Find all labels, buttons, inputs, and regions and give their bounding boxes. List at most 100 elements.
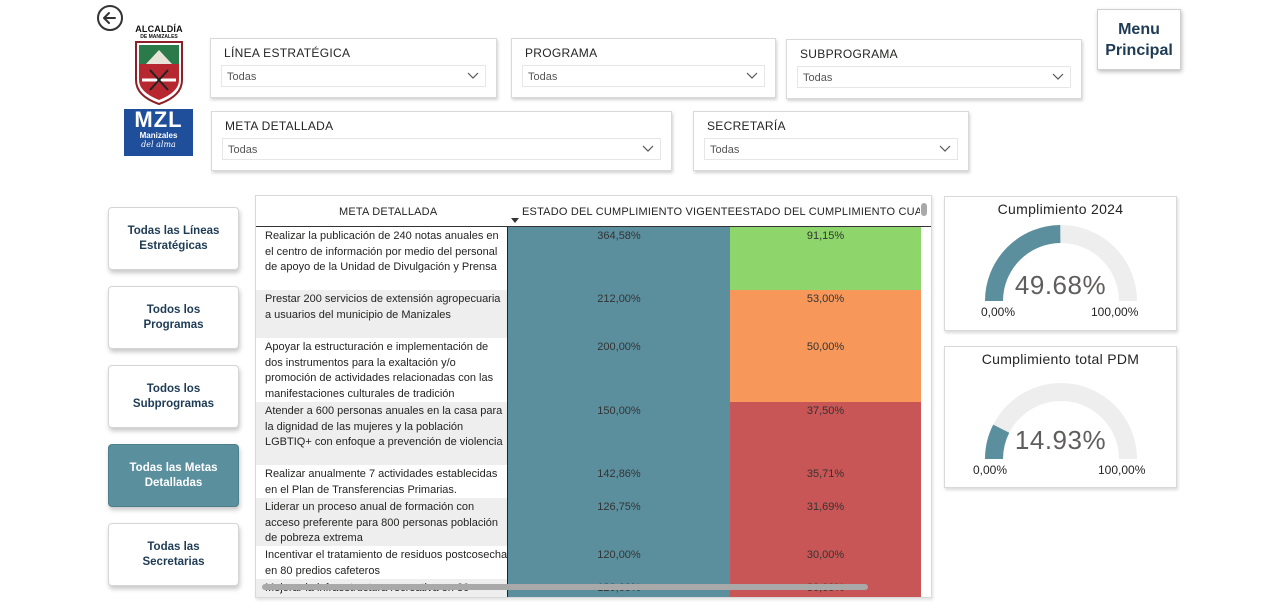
- cell-vigente: 212,00%: [508, 290, 730, 338]
- filter-programa: PROGRAMA Todas: [511, 38, 776, 98]
- chevron-down-icon: [467, 72, 479, 79]
- chevron-down-icon: [939, 145, 951, 152]
- gauge-min-label: 0,00%: [973, 463, 1008, 477]
- mzl-logo-line2: del alma: [141, 140, 176, 149]
- cell-cuatrienio: 35,71%: [730, 465, 921, 498]
- menu-principal-button[interactable]: Menu Principal: [1097, 9, 1181, 70]
- column-header-vigente[interactable]: ESTADO DEL CUMPLIMIENTO VIGENTE: [522, 206, 736, 218]
- gauge-title: Cumplimiento 2024: [997, 201, 1124, 217]
- back-button[interactable]: [97, 5, 123, 31]
- metas-table: META DETALLADA ESTADO DEL CUMPLIMIENTO V…: [255, 195, 932, 598]
- cell-meta: Realizar anualmente 7 actividades establ…: [265, 468, 498, 496]
- mzl-logo-line1: Manizales: [139, 131, 178, 140]
- nav-label: Todas las Metas Detalladas: [129, 461, 218, 489]
- dropdown-linea-estrategica[interactable]: Todas: [221, 65, 486, 87]
- nav-label: Todos los Programas: [143, 303, 204, 331]
- cell-meta: Incentivar el tratamiento de residuos po…: [265, 549, 508, 577]
- cell-meta: Liderar un proceso anual de formación co…: [256, 498, 508, 546]
- table-row[interactable]: Realizar anualmente 7 actividades establ…: [256, 465, 931, 498]
- cell-meta: Realizar la publicación de 240 notas anu…: [265, 230, 499, 274]
- cell-cuatrienio: 31,69%: [730, 498, 921, 546]
- filter-label: SUBPROGRAMA: [800, 47, 898, 61]
- column-header-cuatrienio[interactable]: ESTADO DEL CUMPLIMIENTO CUATRIENIO: [735, 206, 920, 218]
- mzl-logo-text: MZL: [134, 107, 183, 132]
- cell-cuatrienio: 30,00%: [730, 546, 921, 579]
- menu-button-line1: Menu: [1118, 20, 1160, 38]
- menu-button-line2: Principal: [1105, 41, 1173, 59]
- cell-cuatrienio: 91,15%: [730, 227, 921, 290]
- column-header-meta[interactable]: META DETALLADA: [339, 206, 438, 218]
- sort-descending-icon: [511, 218, 519, 223]
- alcaldia-logo: ALCALDÍA DE MANIZALES: [128, 24, 190, 108]
- nav-secretarias-button[interactable]: Todas las Secretarias: [108, 523, 239, 586]
- filter-meta-detallada: META DETALLADA Todas: [211, 111, 672, 171]
- table-body: Realizar la publicación de 240 notas anu…: [256, 227, 931, 597]
- cell-vigente: 142,86%: [508, 465, 730, 498]
- table-row[interactable]: Realizar la publicación de 240 notas anu…: [256, 227, 931, 290]
- gauge-min-label: 0,00%: [981, 305, 1016, 319]
- dropdown-value: Todas: [528, 71, 558, 83]
- alcaldia-logo-line2: DE MANIZALES: [140, 34, 178, 40]
- column-divider: [507, 227, 508, 597]
- cell-meta: Prestar 200 servicios de extensión agrop…: [256, 290, 508, 338]
- table-row[interactable]: Prestar 200 servicios de extensión agrop…: [256, 290, 931, 338]
- nav-label: Todos los Subprogramas: [132, 382, 215, 410]
- filter-label: SECRETARÍA: [707, 119, 786, 133]
- filter-subprograma: SUBPROGRAMA Todas: [786, 39, 1082, 99]
- dropdown-subprograma[interactable]: Todas: [797, 66, 1071, 88]
- gauge-cumplimiento-total-pdm: Cumplimiento total PDM 14.93% 0,00% 100,…: [944, 346, 1177, 488]
- filter-label: PROGRAMA: [525, 46, 598, 60]
- cell-meta: Atender a 600 personas anuales en la cas…: [256, 402, 508, 465]
- gauge-fill: [985, 424, 1010, 460]
- gauge-max-label: 100,00%: [1091, 305, 1139, 319]
- chevron-down-icon: [1052, 73, 1064, 80]
- horizontal-scrollbar[interactable]: [262, 584, 868, 590]
- dropdown-programa[interactable]: Todas: [522, 65, 765, 87]
- dropdown-meta-detallada[interactable]: Todas: [222, 138, 661, 160]
- gauge-max-label: 100,00%: [1098, 463, 1146, 477]
- nav-metas-detalladas-button[interactable]: Todas las Metas Detalladas: [108, 444, 239, 507]
- cell-vigente: 364,58%: [508, 227, 730, 290]
- gauge-chart: [985, 225, 1137, 302]
- filter-linea-estrategica: LÍNEA ESTRATÉGICA Todas: [210, 38, 497, 98]
- chevron-down-icon: [642, 145, 654, 152]
- dropdown-value: Todas: [710, 144, 740, 156]
- gauge-value: 49.68%: [1014, 270, 1107, 300]
- cell-meta: Apoyar la estructuración e implementació…: [265, 341, 494, 400]
- cell-cuatrienio: 37,50%: [730, 402, 921, 465]
- dropdown-value: Todas: [227, 71, 257, 83]
- dropdown-secretaria[interactable]: Todas: [704, 138, 958, 160]
- nav-lineas-estrategicas-button[interactable]: Todas las Líneas Estratégicas: [108, 207, 239, 270]
- filter-label: LÍNEA ESTRATÉGICA: [224, 46, 351, 60]
- cell-cuatrienio: 53,00%: [730, 290, 921, 338]
- arrow-left-icon: [103, 12, 116, 24]
- gauge-chart: [985, 383, 1137, 460]
- cell-vigente: 120,00%: [508, 546, 730, 579]
- gauge-cumplimiento-2024: Cumplimiento 2024 49.68% 0,00% 100,00%: [944, 196, 1177, 331]
- dropdown-value: Todas: [803, 72, 833, 84]
- dropdown-value: Todas: [228, 144, 258, 156]
- nav-programas-button[interactable]: Todos los Programas: [108, 286, 239, 349]
- coat-of-arms-icon: [135, 41, 183, 106]
- table-row[interactable]: Apoyar la estructuración e implementació…: [256, 338, 931, 402]
- cell-cuatrienio: 50,00%: [730, 338, 921, 402]
- cell-vigente: 150,00%: [508, 402, 730, 465]
- vertical-scrollbar[interactable]: [921, 203, 927, 216]
- nav-label: Todas las Secretarias: [142, 540, 205, 568]
- cell-vigente: 200,00%: [508, 338, 730, 402]
- chevron-down-icon: [746, 72, 758, 79]
- gauge-value: 14.93%: [1014, 425, 1107, 455]
- gauge-fill: [985, 225, 1061, 302]
- nav-label: Todas las Líneas Estratégicas: [127, 224, 220, 252]
- table-row[interactable]: Atender a 600 personas anuales en la cas…: [256, 402, 931, 465]
- table-row[interactable]: Liderar un proceso anual de formación co…: [256, 498, 931, 546]
- table-row[interactable]: Incentivar el tratamiento de residuos po…: [256, 546, 931, 579]
- table-header: META DETALLADA ESTADO DEL CUMPLIMIENTO V…: [256, 196, 931, 227]
- mzl-logo: MZL Manizales del alma: [124, 109, 193, 156]
- alcaldia-logo-line1: ALCALDÍA: [135, 24, 183, 34]
- nav-subprogramas-button[interactable]: Todos los Subprogramas: [108, 365, 239, 428]
- filter-label: META DETALLADA: [225, 119, 334, 133]
- cell-vigente: 126,75%: [508, 498, 730, 546]
- gauge-title: Cumplimiento total PDM: [981, 351, 1140, 367]
- filter-secretaria: SECRETARÍA Todas: [693, 111, 969, 171]
